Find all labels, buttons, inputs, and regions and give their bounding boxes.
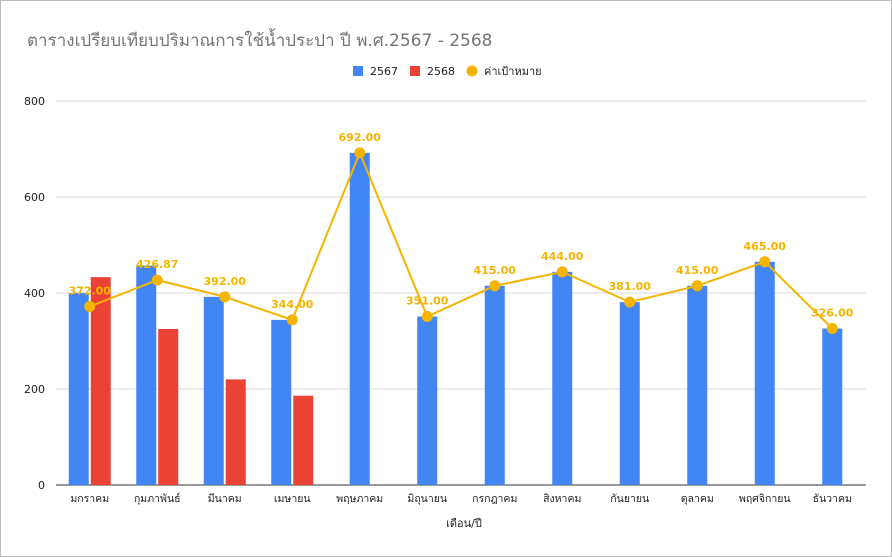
target-point — [421, 311, 433, 323]
bar-2567-4 — [271, 319, 292, 485]
target-point — [286, 314, 298, 326]
bar-2567-9 — [619, 302, 640, 485]
bar-2567-6 — [417, 316, 438, 485]
target-data-label: 381.00 — [609, 280, 652, 293]
target-data-label: 692.00 — [339, 131, 382, 144]
legend-label: 2567 — [370, 65, 398, 78]
x-tick-label: พฤษภาคม — [336, 493, 383, 505]
x-tick-label: พฤศจิกายน — [739, 493, 791, 505]
x-tick-label: ตุลาคม — [681, 493, 714, 505]
target-data-label: 465.00 — [744, 240, 787, 253]
x-tick-label: เมษายน — [274, 493, 311, 505]
bar-2567-1 — [68, 293, 89, 485]
x-tick-label: มีนาคม — [208, 492, 242, 505]
target-point — [489, 280, 501, 292]
legend-swatch-2568 — [410, 66, 420, 76]
bar-2567-8 — [552, 271, 573, 485]
target-point — [354, 147, 366, 159]
target-data-label: 351.00 — [406, 295, 449, 308]
x-axis-title: เดือน/ปี — [446, 517, 482, 530]
target-data-label: 415.00 — [474, 264, 517, 277]
bar-2567-2 — [136, 265, 157, 485]
bar-2568-4 — [293, 395, 314, 485]
bar-2568-3 — [225, 379, 246, 485]
target-data-label: 392.00 — [204, 275, 247, 288]
target-point — [219, 291, 231, 303]
target-point — [826, 323, 838, 335]
y-tick-label: 400 — [24, 287, 45, 300]
target-data-label: 344.00 — [271, 298, 314, 311]
bar-2567-10 — [687, 285, 708, 485]
target-data-label: 372.00 — [69, 284, 112, 297]
x-tick-label: กันยายน — [610, 493, 649, 505]
target-data-label: 326.00 — [811, 307, 854, 320]
x-tick-label: กุมภาพันธ์ — [134, 492, 181, 505]
bar-2567-7 — [484, 285, 505, 485]
target-point — [151, 274, 163, 286]
legend-label: 2568 — [427, 65, 455, 78]
target-point — [691, 280, 703, 292]
target-line — [89, 150, 833, 330]
bar-2568-2 — [158, 329, 179, 485]
bar-2568-1 — [90, 277, 111, 485]
legend-label: ค่าเป้าหมาย — [484, 65, 542, 78]
target-point — [556, 266, 568, 278]
y-tick-label: 800 — [24, 95, 45, 108]
x-tick-label: กรกฎาคม — [472, 493, 517, 505]
legend-swatch-2567 — [353, 66, 363, 76]
target-point — [84, 300, 96, 312]
target-data-label: 426.87 — [136, 258, 178, 271]
x-tick-label: ธันวาคม — [813, 493, 852, 505]
bar-2567-12 — [822, 328, 843, 485]
target-point — [624, 296, 636, 308]
bar-2567-5 — [349, 152, 370, 485]
x-tick-label: สิงหาคม — [543, 493, 581, 505]
y-tick-label: 200 — [24, 383, 45, 396]
target-data-label: 444.00 — [541, 250, 584, 263]
target-point — [759, 256, 771, 268]
legend-swatch-target — [466, 65, 478, 77]
bar-2567-3 — [203, 296, 224, 485]
bar-2567-11 — [754, 261, 775, 485]
chart-title: ตารางเปรียบเทียบปริมาณการใช้น้ำประปา ปี … — [27, 31, 493, 51]
x-tick-label: มิถุนายน — [407, 493, 447, 505]
x-tick-label: มกราคม — [70, 493, 109, 505]
target-data-label: 415.00 — [676, 264, 719, 277]
y-tick-label: 0 — [38, 479, 45, 492]
y-tick-label: 600 — [24, 191, 45, 204]
